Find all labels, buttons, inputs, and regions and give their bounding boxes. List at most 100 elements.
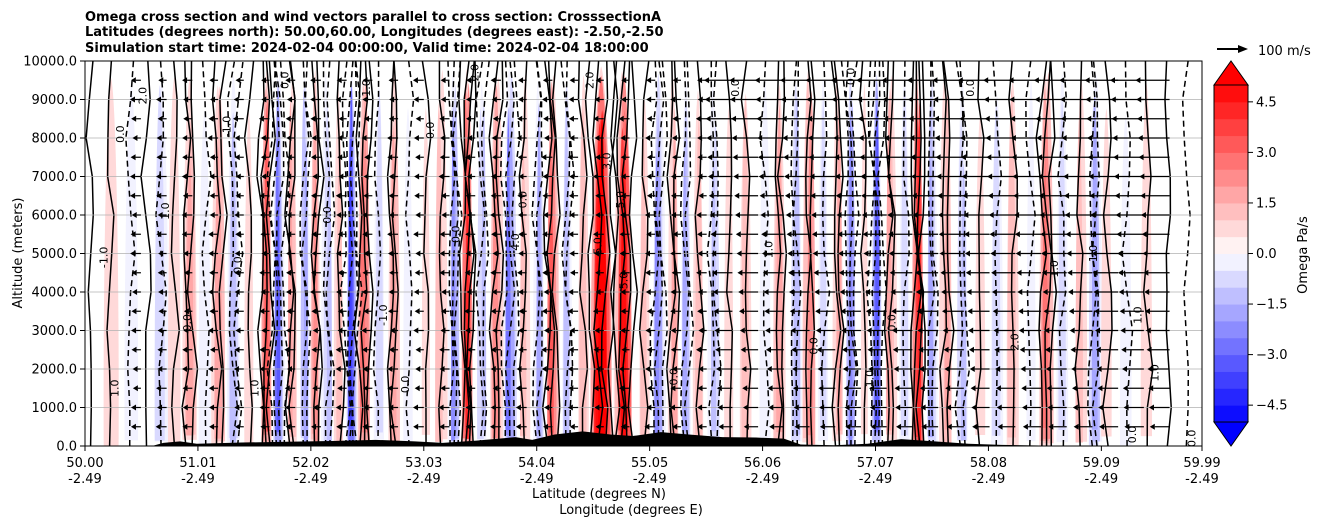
- wind-vector-head: [286, 154, 292, 161]
- wind-vector-head: [1045, 366, 1051, 372]
- contour-label: 0.0: [278, 72, 291, 90]
- wind-vector-head: [1048, 423, 1054, 430]
- wind-vector-head: [412, 77, 418, 84]
- wind-vector-head: [811, 231, 817, 238]
- wind-vector-head: [207, 135, 213, 141]
- omega-level-fill: [820, 97, 827, 430]
- wind-vector-head: [440, 135, 446, 141]
- colorbar-level: [1214, 152, 1248, 170]
- wind-vector-head: [466, 289, 472, 295]
- wind-vector-head: [646, 231, 652, 238]
- wind-vector-head: [388, 212, 394, 218]
- wind-vector-head: [182, 346, 188, 353]
- wind-vector-head: [209, 212, 215, 218]
- colorbar-extend-top: [1213, 60, 1249, 86]
- wind-vector-head: [208, 385, 214, 392]
- x-tick-label-lon: -2.49: [972, 472, 1006, 487]
- wind-vector-head: [156, 385, 162, 392]
- wind-vector-head: [1060, 115, 1066, 122]
- wind-vector-head: [464, 308, 470, 315]
- colorbar-level: [1214, 186, 1248, 204]
- wind-vector-head: [920, 404, 926, 411]
- contour-label: 0.0: [181, 314, 194, 332]
- wind-vector-head: [336, 289, 342, 295]
- wind-vector-head: [997, 423, 1003, 430]
- wind-vector-layer: [129, 77, 1170, 430]
- wind-vector-head: [465, 366, 471, 372]
- wind-vector-head: [1120, 327, 1126, 334]
- wind-vector-head: [967, 308, 973, 315]
- colorbar: 4.5 3.0 1.5 0.0 −1.5 −3.0 −4.5: [1213, 60, 1288, 447]
- wind-vector-head: [259, 308, 265, 315]
- plot-area: 0.0 2.0 -1.0 1.0 1.0 0.0 -1.0 0.0 1.0 0.0 0.0 1.0 -1…: [85, 61, 1202, 446]
- wind-vector-head: [260, 423, 266, 430]
- wind-vector-head: [913, 231, 919, 238]
- wind-vector-head: [942, 327, 948, 334]
- wind-vector-head: [861, 192, 867, 199]
- wind-vector-head: [1073, 423, 1079, 430]
- wind-vector-head: [335, 192, 341, 199]
- wind-vector-head: [261, 77, 267, 84]
- y-tick-label: 4000.0: [32, 286, 78, 301]
- wind-vector-head: [1114, 173, 1120, 180]
- wind-vector-head: [908, 115, 914, 122]
- wind-vector-head: [542, 96, 548, 103]
- wind-vector-head: [1112, 135, 1118, 141]
- wind-vector-head: [741, 366, 747, 372]
- colorbar-level: [1214, 118, 1248, 137]
- wind-vector-head: [441, 212, 447, 218]
- wind-vector-head: [712, 289, 718, 295]
- wind-vector-head: [235, 192, 241, 199]
- wind-vector-head: [832, 115, 838, 122]
- wind-vector-head: [891, 308, 897, 315]
- quiver-key: 100 m/s: [1217, 44, 1311, 59]
- wind-vector-head: [620, 212, 626, 218]
- wind-vector-head: [670, 289, 676, 295]
- wind-vector-head: [718, 423, 724, 430]
- wind-vector-head: [907, 96, 913, 103]
- wind-vector-head: [621, 77, 627, 84]
- wind-vector-head: [785, 212, 791, 218]
- wind-vector-head: [569, 212, 575, 218]
- wind-vector-head: [156, 135, 162, 141]
- wind-vector-head: [869, 404, 875, 411]
- wind-vector-head: [619, 250, 625, 257]
- wind-vector-head: [932, 77, 938, 84]
- wind-vector-head: [183, 96, 189, 103]
- wind-vector-head: [935, 154, 941, 161]
- wind-vector-head: [1115, 212, 1121, 218]
- wind-vector-head: [1110, 77, 1116, 84]
- wind-vector-head: [697, 154, 703, 161]
- wind-vector-head: [182, 423, 188, 430]
- wind-vector-head: [361, 327, 367, 334]
- wind-vector-head: [337, 327, 343, 334]
- wind-vector-head: [995, 385, 1001, 392]
- wind-vector-head: [209, 346, 215, 353]
- colorbar-tick-label: 1.5: [1256, 196, 1277, 211]
- omega-band: [1119, 115, 1132, 446]
- wind-vector-head: [962, 192, 968, 199]
- x-tick-label-lon: -2.49: [1085, 472, 1119, 487]
- contour-label: 0.0: [964, 79, 977, 97]
- wind-vector-head: [765, 327, 771, 334]
- wind-vector-head: [671, 173, 677, 180]
- wind-vector-head: [709, 212, 715, 218]
- wind-vector-head: [466, 173, 472, 180]
- colorbar-level: [1214, 169, 1248, 187]
- wind-vector-head: [713, 308, 719, 315]
- wind-vector-head: [645, 269, 651, 276]
- wind-vector-head: [888, 231, 894, 238]
- wind-vector-head: [517, 115, 523, 122]
- wind-vector-head: [157, 212, 163, 218]
- x-tick-label-lat: 50.00: [66, 456, 103, 471]
- wind-vector-head: [284, 385, 290, 392]
- wind-vector-head: [1040, 231, 1046, 238]
- wind-vector-head: [335, 96, 341, 103]
- wind-vector-head: [259, 385, 265, 392]
- contour-label: 0.0: [886, 314, 899, 332]
- wind-vector-head: [757, 135, 763, 141]
- wind-vector-head: [841, 327, 847, 334]
- wind-vector-head: [184, 269, 190, 276]
- wind-vector-head: [466, 385, 472, 392]
- wind-vector-head: [757, 154, 763, 161]
